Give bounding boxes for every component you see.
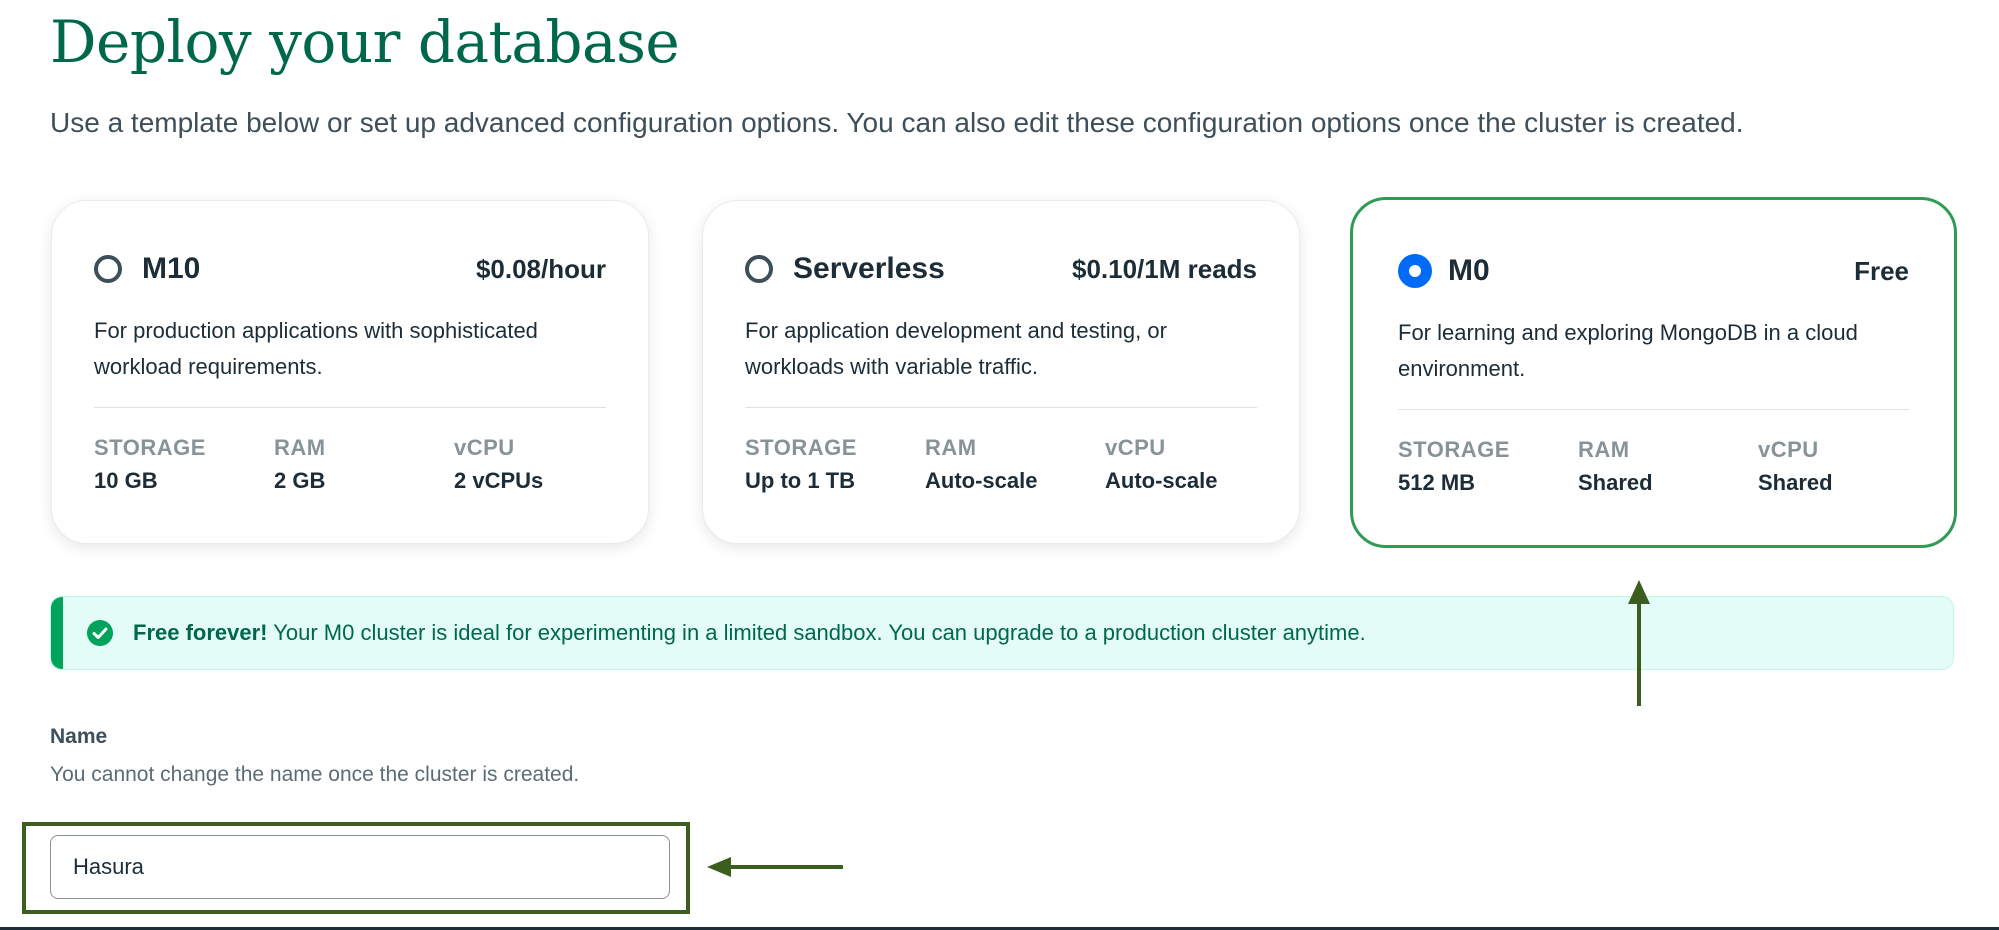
spec-value: 2 vCPUs [454,468,544,493]
spec-label: RAM [925,435,977,460]
spec-value: Up to 1 TB [745,468,855,493]
tier-price: Free [1854,255,1909,286]
spec-value: 2 GB [274,468,326,493]
banner-body-text: Your M0 cluster is ideal for experimenti… [267,620,1366,645]
spec-label: vCPU [1105,435,1166,460]
spec-storage: STORAGE 512 MB [1398,435,1510,501]
tier-card-serverless[interactable]: Serverless $0.10/1M reads For applicatio… [702,200,1300,544]
spec-label: vCPU [454,435,515,460]
check-circle-icon [87,620,113,646]
annotation-arrow-left [707,857,843,877]
name-field-help: You cannot change the name once the clus… [50,763,580,786]
tier-card-m0[interactable]: M0 Free For learning and exploring Mongo… [1350,197,1957,548]
tier-name: M10 [142,252,201,285]
tier-description: For learning and exploring MongoDB in a … [1398,320,1858,381]
divider [1398,409,1909,410]
page-subtitle: Use a template below or set up advanced … [50,107,1744,138]
radio-m10[interactable] [94,255,122,283]
radio-m0-selected[interactable] [1398,254,1432,288]
cluster-name-input[interactable] [50,835,670,899]
annotation-highlight-box [22,822,690,914]
spec-ram: RAM Shared [1578,435,1653,501]
tier-name: M0 [1448,254,1490,287]
tier-price: $0.08/hour [475,253,606,284]
spec-storage: STORAGE Up to 1 TB [745,433,857,499]
radio-serverless[interactable] [745,255,773,283]
spec-vcpu: vCPU Shared [1758,435,1833,501]
spec-value: Auto-scale [1105,468,1218,493]
tier-card-m10[interactable]: M10 $0.08/hour For production applicatio… [51,200,649,544]
spec-value: Auto-scale [925,468,1038,493]
tier-name: Serverless [793,252,945,285]
spec-label: RAM [1578,437,1630,462]
spec-label: RAM [274,435,326,460]
divider [745,407,1257,408]
banner-message: Free forever! Your M0 cluster is ideal f… [133,620,1366,646]
spec-vcpu: vCPU 2 vCPUs [454,433,543,499]
spec-value: 10 GB [94,468,158,493]
tier-price: $0.10/1M reads [1071,253,1257,284]
annotation-arrow-up [1628,580,1650,706]
tier-description: For application development and testing,… [745,318,1167,379]
banner-bold-text: Free forever! [133,620,268,645]
spec-value: Shared [1578,470,1653,495]
name-field-label: Name [50,725,108,748]
bottom-border [0,927,1999,930]
spec-storage: STORAGE 10 GB [94,433,206,499]
spec-value: 512 MB [1398,470,1476,495]
divider [94,407,606,408]
spec-label: STORAGE [94,435,206,460]
spec-label: STORAGE [1398,437,1510,462]
spec-ram: RAM 2 GB [274,433,326,499]
spec-value: Shared [1758,470,1833,495]
spec-vcpu: vCPU Auto-scale [1105,433,1217,499]
spec-ram: RAM Auto-scale [925,433,1037,499]
free-forever-banner: Free forever! Your M0 cluster is ideal f… [50,596,1954,670]
banner-accent [51,597,63,669]
spec-label: STORAGE [745,435,857,460]
tier-description: For production applications with sophist… [94,318,538,379]
spec-label: vCPU [1758,437,1819,462]
page-title: Deploy your database [50,8,680,76]
